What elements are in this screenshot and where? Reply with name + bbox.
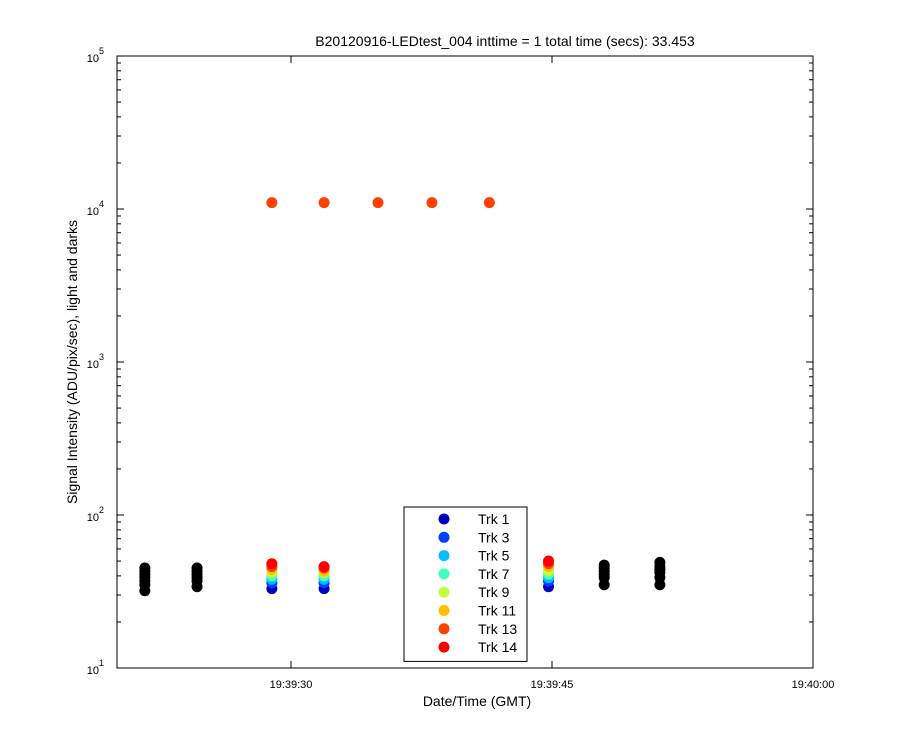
legend-marker bbox=[438, 568, 450, 580]
data-point bbox=[318, 561, 330, 573]
legend-label: Trk 3 bbox=[478, 529, 510, 545]
data-point bbox=[318, 197, 330, 209]
x-tick-label: 19:40:00 bbox=[792, 679, 835, 691]
data-point bbox=[426, 197, 438, 209]
x-axis-title: Date/Time (GMT) bbox=[423, 693, 531, 709]
legend-label: Trk 13 bbox=[478, 621, 517, 637]
series-darks bbox=[139, 556, 666, 597]
y-tick-label: 104 bbox=[87, 199, 104, 218]
x-tick-label: 19:39:45 bbox=[531, 679, 574, 691]
legend-marker bbox=[438, 623, 450, 635]
legend-label: Trk 7 bbox=[478, 566, 510, 582]
data-point bbox=[372, 197, 384, 209]
legend-marker bbox=[438, 513, 450, 525]
y-tick-label: 102 bbox=[87, 505, 104, 524]
x-tick-label: 19:39:30 bbox=[270, 679, 313, 691]
data-point bbox=[266, 558, 278, 570]
legend-marker bbox=[438, 641, 450, 653]
legend-label: Trk 11 bbox=[478, 603, 516, 619]
data-point bbox=[139, 562, 151, 574]
legend: Trk 1 Trk 3 Trk 5 Trk 7 Trk 9 Trk 11 Trk 13 Trk… bbox=[403, 506, 528, 662]
series-trk-14 bbox=[266, 555, 555, 573]
legend-box bbox=[403, 506, 528, 662]
legend-marker bbox=[438, 550, 450, 562]
legend-marker bbox=[438, 586, 450, 598]
y-axis-title: Signal Intensity (ADU/pix/sec), light an… bbox=[64, 220, 80, 504]
data-point bbox=[191, 562, 203, 574]
axes: 101 102 103 104 105 19:39:30 19:39:45 19:40:00 bbox=[87, 46, 835, 691]
data-points bbox=[139, 197, 666, 597]
data-point bbox=[598, 559, 610, 571]
legend-label: Trk 5 bbox=[478, 548, 510, 564]
y-tick-label: 101 bbox=[87, 658, 104, 677]
data-point bbox=[543, 555, 555, 567]
legend-label: Trk 1 bbox=[478, 511, 510, 527]
data-point bbox=[654, 556, 666, 568]
legend-marker bbox=[438, 531, 450, 543]
legend-marker bbox=[438, 605, 450, 616]
legend-label: Trk 9 bbox=[478, 584, 510, 600]
data-point bbox=[266, 197, 278, 209]
legend-label: Trk 14 bbox=[478, 639, 517, 655]
y-tick-label: 105 bbox=[87, 46, 104, 65]
chart-title: B20120916-LEDtest_004 inttime = 1 total … bbox=[315, 33, 695, 49]
data-point bbox=[483, 197, 495, 209]
y-tick-label: 103 bbox=[87, 352, 104, 371]
